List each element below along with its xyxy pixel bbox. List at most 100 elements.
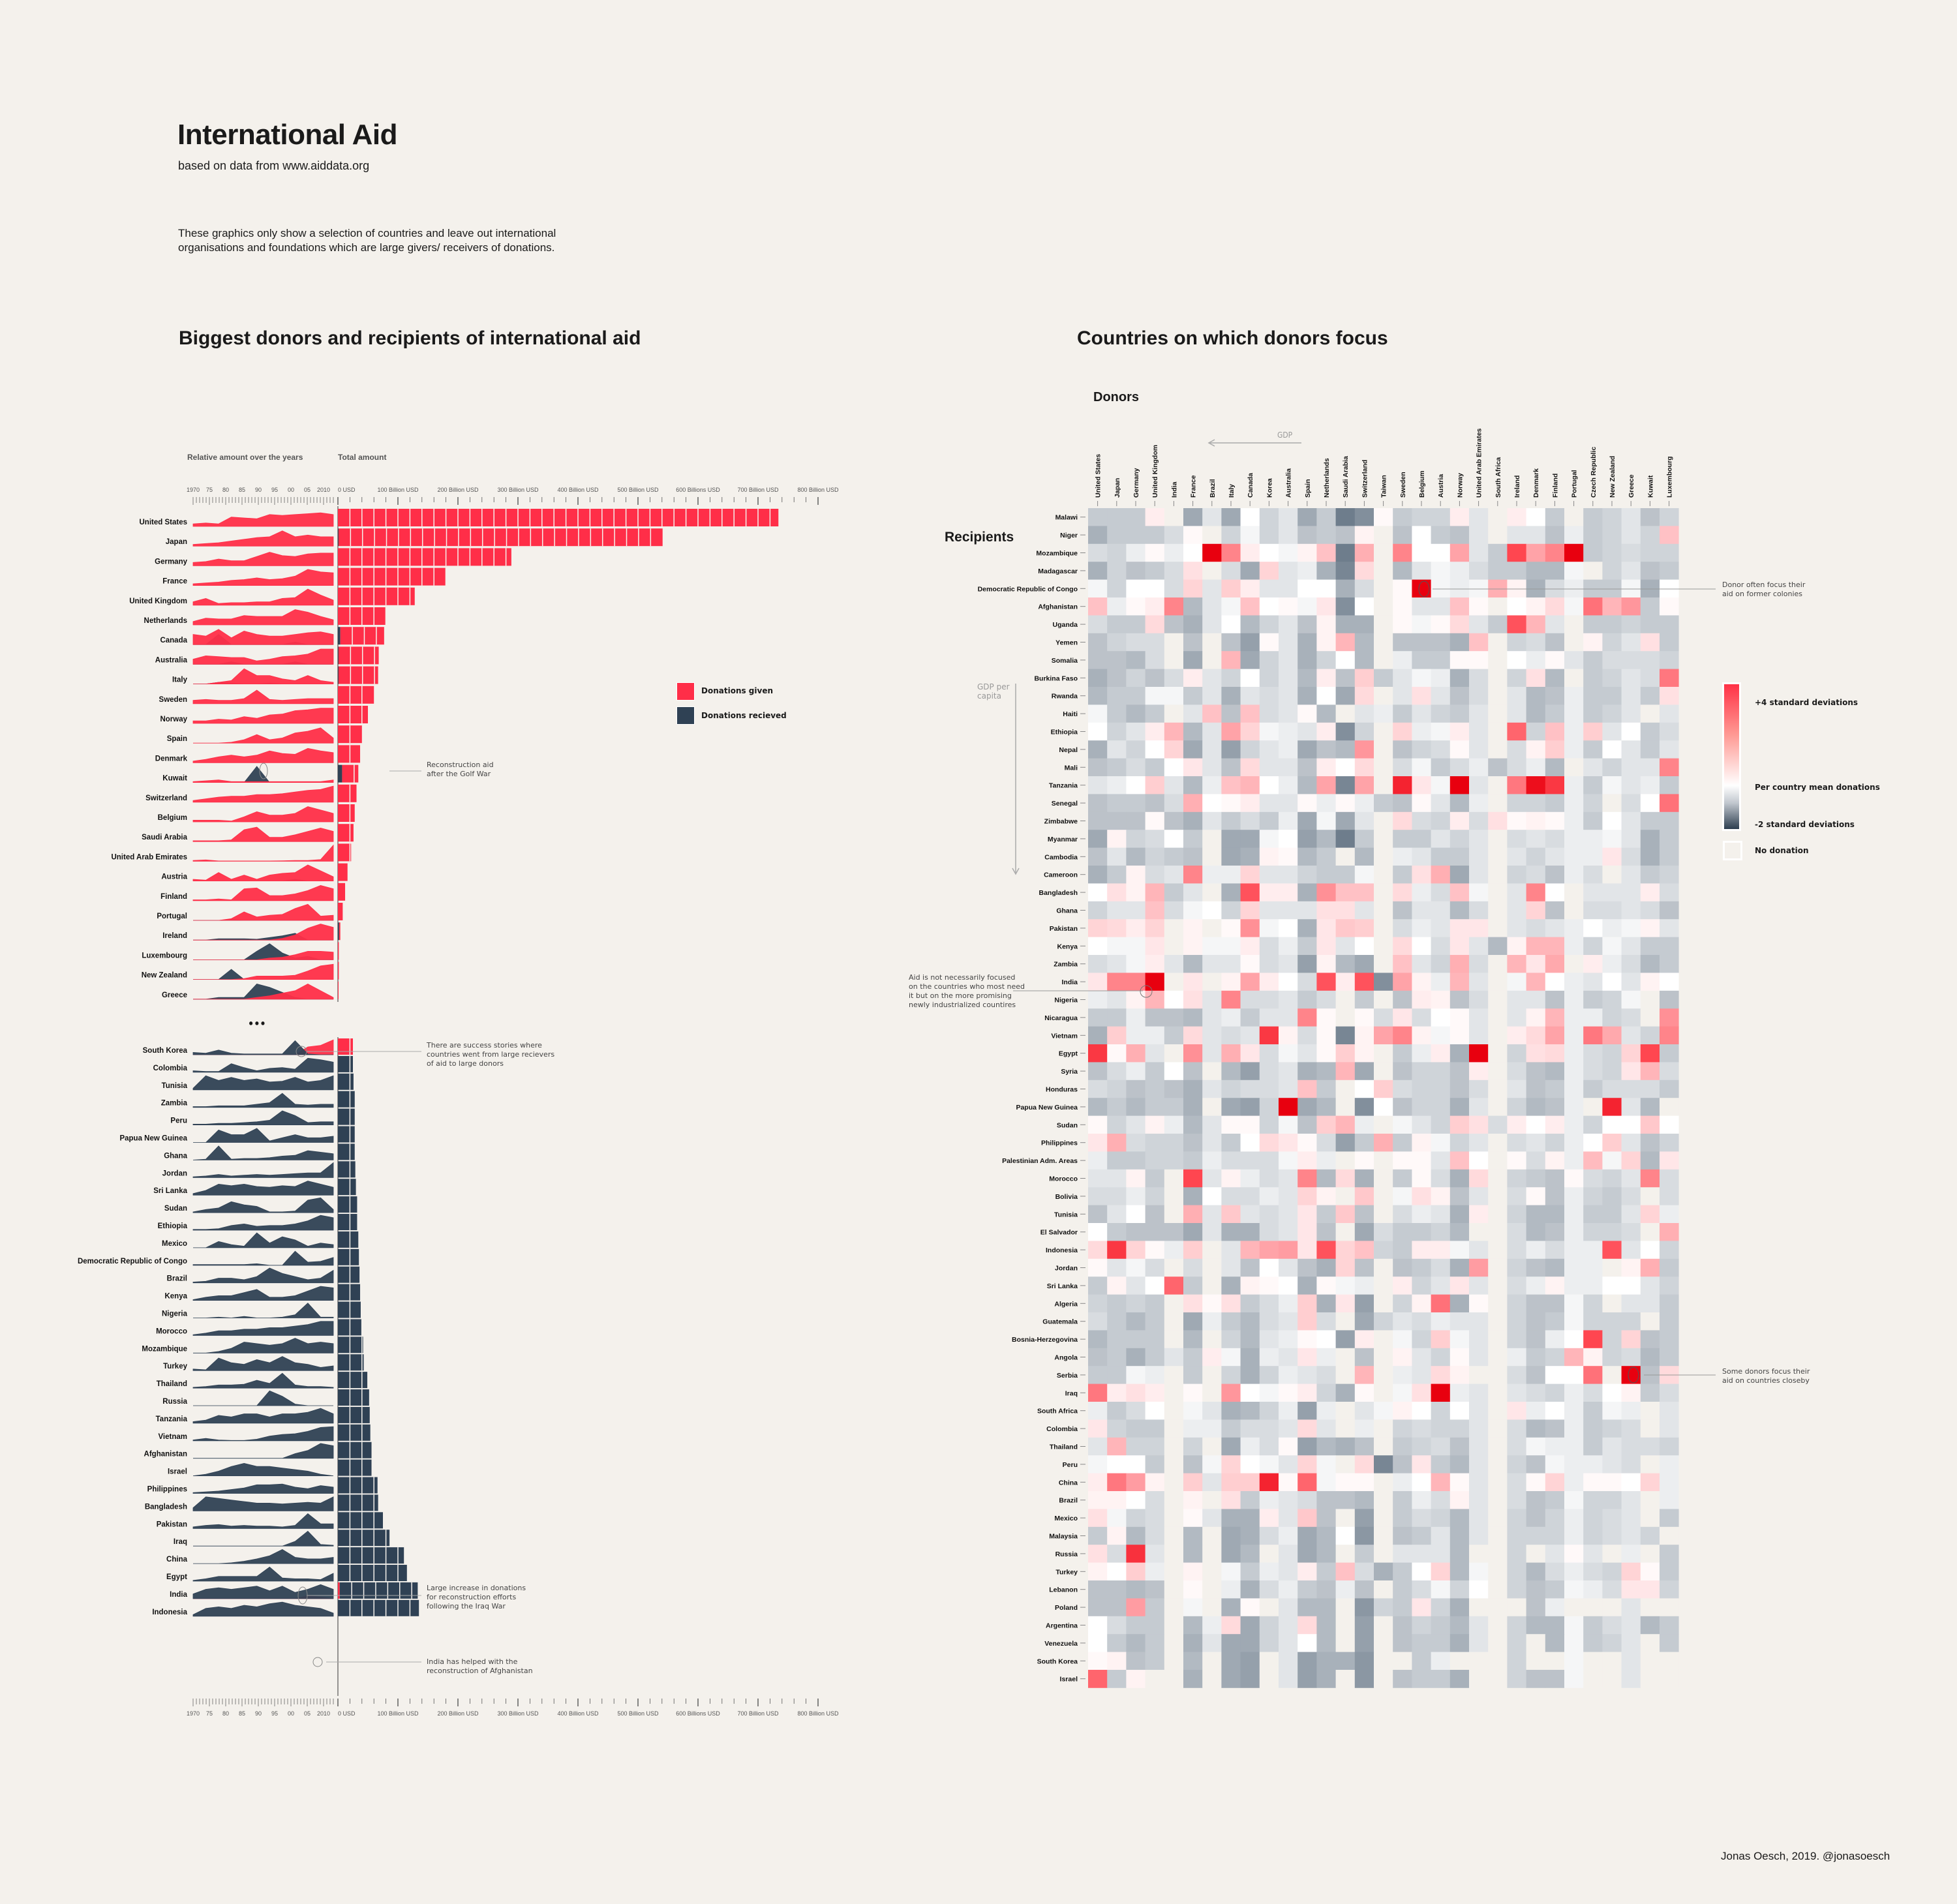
heatmap-cell [1240, 1652, 1260, 1670]
heatmap-cell [1449, 687, 1470, 705]
heatmap-cell [1564, 866, 1584, 884]
donor-column-label: Saudi Arabia [1342, 456, 1350, 498]
row-label: France [162, 578, 187, 586]
heatmap-cell [1621, 776, 1641, 794]
heatmap-cell [1374, 1598, 1393, 1617]
heatmap-cell [1526, 1526, 1546, 1545]
heatmap-cell [1126, 955, 1145, 973]
heatmap-cell [1221, 883, 1241, 902]
heatmap-cell [1316, 794, 1336, 813]
heatmap-cell [1412, 1545, 1431, 1563]
recipient-row-label: Tunisia [1054, 1211, 1078, 1218]
sparkline-received [192, 1093, 334, 1108]
heatmap-cell [1240, 776, 1260, 794]
heatmap-cell [1297, 1098, 1317, 1116]
heatmap-cell [1412, 1169, 1431, 1188]
heatmap-cell [1202, 508, 1222, 526]
heatmap-cell [1393, 526, 1412, 545]
annotation-circle [296, 1046, 307, 1057]
heatmap-cell [1145, 1008, 1165, 1027]
heatmap-cell [1107, 543, 1127, 562]
heatmap-cell [1507, 1187, 1526, 1205]
heatmap-cell [1660, 901, 1679, 920]
bar-given [338, 509, 779, 526]
heatmap-cell [1660, 1134, 1679, 1152]
heatmap-cell [1545, 1187, 1565, 1205]
bar-given [338, 686, 374, 704]
heatmap-cell [1621, 1455, 1641, 1473]
heatmap-cell [1469, 883, 1489, 902]
heatmap-cell [1145, 1026, 1165, 1045]
heatmap-cell [1564, 1545, 1584, 1563]
heatmap-cell [1279, 508, 1298, 526]
heatmap-cell [1145, 1044, 1165, 1063]
heatmap-cell [1526, 1080, 1546, 1098]
heatmap-cell [1221, 508, 1241, 526]
heatmap-cell [1583, 1545, 1603, 1563]
heatmap-cell [1354, 543, 1374, 562]
heatmap-cell [1526, 1223, 1546, 1241]
heatmap-cell [1259, 1044, 1279, 1063]
recipient-row-label: Peru [1063, 1461, 1078, 1469]
row-label: Iraq [174, 1538, 187, 1546]
heatmap-cell [1449, 1258, 1470, 1277]
top-axis-year-label: 1970 [187, 487, 200, 493]
recipient-row-label: Nicaragua [1044, 1014, 1078, 1022]
heatmap-cell [1640, 1652, 1660, 1670]
heatmap-cell [1469, 1670, 1489, 1688]
heatmap-cell [1088, 973, 1108, 991]
heatmap-cell [1107, 1402, 1127, 1420]
heatmap-cell [1164, 955, 1184, 973]
heatmap-cell [1335, 722, 1356, 741]
row-label: Belgium [158, 814, 187, 822]
heatmap-cell [1564, 633, 1584, 652]
heatmap-cell [1488, 883, 1508, 902]
heatmap-cell [1259, 1348, 1279, 1367]
heatmap-cell [1449, 1383, 1470, 1402]
heatmap-cell [1279, 1062, 1298, 1081]
heatmap-cell [1564, 1205, 1584, 1224]
heatmap-cell [1107, 866, 1127, 884]
annotation-line: following the Iraq War [427, 1602, 506, 1610]
heatmap-cell [1316, 1545, 1336, 1563]
heatmap-cell [1335, 1187, 1356, 1205]
heatmap-cell [1107, 1115, 1127, 1134]
heatmap-cell [1583, 526, 1603, 545]
heatmap-cell [1621, 1062, 1641, 1081]
bar-received [338, 1073, 354, 1090]
heatmap-cell [1507, 758, 1526, 777]
heatmap-cell [1602, 543, 1622, 562]
heatmap-cell [1202, 1652, 1222, 1670]
heatmap-cell [1507, 811, 1526, 830]
heatmap-cell [1279, 1205, 1298, 1224]
heatmap-cell [1449, 1616, 1470, 1635]
annotation-circle [1628, 1367, 1639, 1383]
heatmap-cell [1640, 758, 1660, 777]
heatmap-cell [1279, 776, 1298, 794]
heatmap-cell [1621, 740, 1641, 759]
heatmap-cell [1221, 1169, 1241, 1188]
heatmap-cell [1393, 1223, 1412, 1241]
recipient-row-label: Colombia [1046, 1425, 1078, 1433]
heatmap-cell [1621, 1134, 1641, 1152]
heatmap-cell [1621, 1223, 1641, 1241]
heatmap-cell [1164, 633, 1184, 652]
heatmap-cell [1449, 990, 1470, 1009]
heatmap-cell [1393, 1652, 1412, 1670]
heatmap-cell [1107, 1008, 1127, 1027]
heatmap-cell [1660, 1151, 1679, 1170]
heatmap-cell [1469, 1598, 1489, 1617]
heatmap-cell [1526, 758, 1546, 777]
heatmap-cell [1221, 937, 1241, 956]
heatmap-cell [1526, 722, 1546, 741]
row-label: Ethiopia [158, 1222, 188, 1230]
heatmap-cell [1316, 1187, 1336, 1205]
bar-given [338, 824, 354, 842]
heatmap-cell [1259, 830, 1279, 848]
heatmap-cell [1126, 1277, 1145, 1295]
heatmap-cell [1507, 704, 1526, 723]
heatmap-cell [1183, 955, 1203, 973]
heatmap-cell [1507, 1509, 1526, 1528]
heatmap-cell [1354, 830, 1374, 848]
heatmap-cell [1640, 1098, 1660, 1116]
